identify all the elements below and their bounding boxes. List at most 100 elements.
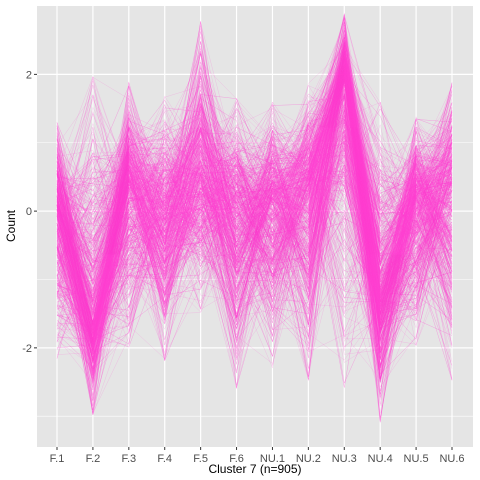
profile-line	[56, 100, 453, 330]
profile-line	[56, 75, 453, 353]
profile-line	[56, 81, 453, 410]
profile-line	[56, 94, 453, 422]
profile-line	[56, 106, 453, 315]
profile-line	[56, 64, 453, 350]
profile-line	[56, 107, 453, 388]
profile-line	[56, 57, 453, 388]
profile-line	[56, 72, 453, 345]
profile-line	[56, 150, 453, 239]
profile-line	[56, 150, 453, 359]
profile-lines	[56, 13, 453, 423]
profile-line	[56, 116, 453, 331]
profile-line	[56, 75, 453, 279]
profile-line	[56, 36, 453, 257]
profile-line	[56, 75, 453, 282]
profile-line	[56, 74, 453, 304]
profile-line	[56, 129, 453, 289]
profile-line	[56, 72, 453, 380]
profile-line	[56, 136, 453, 342]
profile-line	[56, 152, 453, 340]
profile-line	[56, 47, 453, 343]
profile-line	[56, 54, 453, 317]
profile-line	[56, 155, 453, 350]
profile-line	[56, 64, 453, 375]
profile-line	[56, 103, 453, 321]
profile-line	[56, 66, 453, 345]
profile-line	[56, 26, 453, 384]
profile-line	[56, 56, 453, 354]
profile-line	[56, 86, 453, 293]
profile-line	[56, 67, 453, 283]
profile-line	[56, 101, 453, 325]
profile-line	[56, 148, 453, 321]
profile-line	[56, 36, 453, 257]
profile-line	[56, 139, 453, 375]
profile-line	[56, 60, 453, 295]
profile-line	[56, 71, 453, 330]
profile-line	[56, 143, 453, 295]
profile-line	[56, 108, 453, 354]
profile-line	[56, 122, 453, 380]
profile-line	[56, 108, 453, 354]
profile-line	[56, 95, 453, 383]
profile-line	[56, 13, 453, 340]
profile-line	[56, 125, 453, 380]
profile-line	[56, 169, 453, 401]
profile-line	[56, 39, 453, 321]
profile-line	[56, 70, 453, 349]
profile-line	[56, 60, 453, 345]
profile-line	[56, 40, 453, 359]
profile-line	[56, 35, 453, 342]
profile-line	[56, 120, 453, 342]
profile-line	[56, 139, 453, 330]
profile-line	[56, 95, 453, 380]
profile-line	[56, 90, 453, 301]
profile-line	[56, 171, 453, 397]
profile-line	[56, 118, 453, 369]
profile-line	[56, 21, 453, 421]
profile-line	[56, 30, 453, 381]
profile-line	[56, 53, 453, 275]
profile-line	[56, 150, 453, 321]
profile-line	[56, 62, 453, 358]
profile-line	[56, 45, 453, 377]
profile-line	[56, 49, 453, 318]
profile-line	[56, 121, 453, 354]
profile-line	[56, 109, 453, 327]
profile-line	[56, 70, 453, 372]
profile-line	[56, 103, 453, 298]
profile-line	[56, 79, 453, 357]
profile-line	[56, 42, 453, 358]
profile-line	[56, 84, 453, 332]
profile-line	[56, 57, 453, 368]
profile-line	[56, 49, 453, 340]
profile-line	[56, 60, 453, 328]
profile-line	[56, 58, 453, 333]
profile-line	[56, 72, 453, 334]
profile-line	[56, 130, 453, 330]
profile-line	[56, 57, 453, 309]
profile-line	[56, 177, 453, 322]
profile-line	[56, 40, 453, 341]
profile-line	[56, 144, 453, 333]
profile-line	[56, 71, 453, 362]
profile-line	[56, 51, 453, 302]
profile-line	[56, 95, 453, 316]
profile-line	[56, 102, 453, 327]
profile-line	[56, 152, 453, 363]
profile-line	[56, 45, 453, 359]
profile-line	[56, 71, 453, 340]
profile-line	[56, 88, 453, 314]
profile-line	[56, 50, 453, 299]
x-axis: F.1 F.2 F.3 F.4 F.5 F.6 NU.1 NU.2 NU.3 NU.4 NU.5 NU…	[50, 447, 465, 465]
profile-line	[56, 154, 453, 342]
profile-line	[56, 124, 453, 340]
profile-line	[56, 100, 453, 330]
profile-line	[56, 60, 453, 372]
profile-line	[56, 74, 453, 370]
profile-line	[56, 95, 453, 376]
profile-line	[56, 149, 453, 336]
profile-line	[56, 69, 453, 240]
profile-line	[56, 149, 453, 315]
profile-line	[56, 103, 453, 351]
